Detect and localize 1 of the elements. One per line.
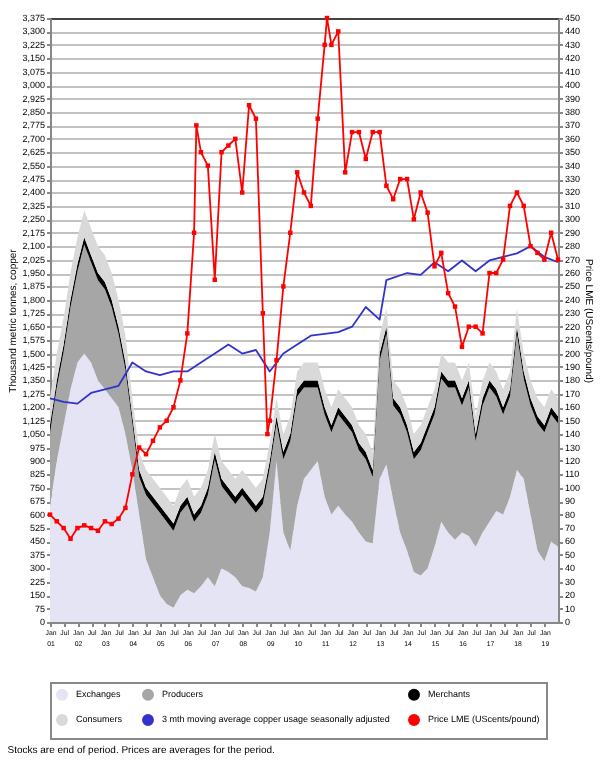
line-series — [49, 245, 559, 405]
